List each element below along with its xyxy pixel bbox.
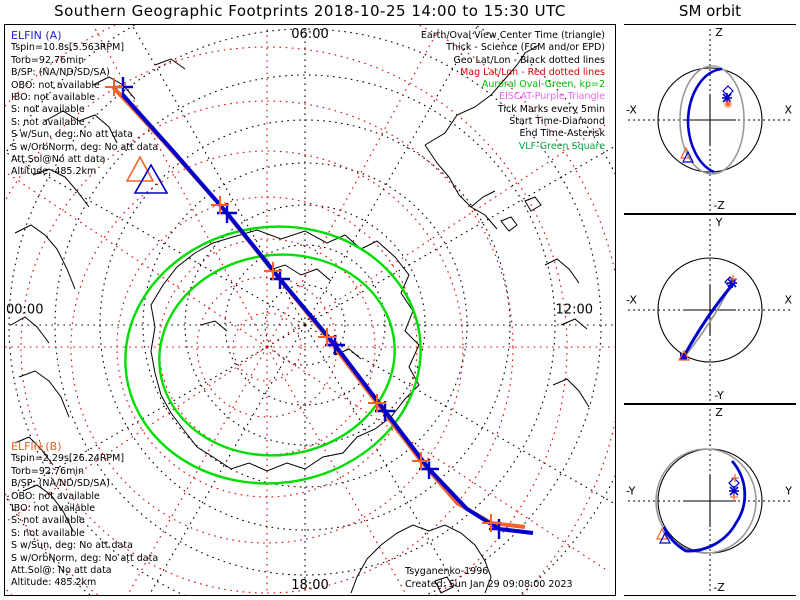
clock-label-left: 00:00 — [6, 302, 44, 318]
sm-orbit-column: Z -Z -X X — [624, 24, 796, 596]
sm-xy-axis-left: -X — [626, 293, 637, 307]
credits-block: Tsyganenko-1996 Created: Sun Jan 29 09:0… — [405, 566, 573, 591]
sm-xz-axis-left: -X — [626, 103, 637, 117]
elfin-b-line-10: Altitude: 485.2km — [11, 577, 97, 589]
sm-plot-xy — [628, 219, 792, 401]
elfin-a-line-10: Altitude: 485.2km — [11, 166, 97, 178]
created-timestamp: Created: Sun Jan 29 09:08:00 2023 — [405, 578, 573, 590]
elfin-b-line-5: S: not available — [11, 515, 85, 527]
sm-xz-markers — [680, 85, 734, 163]
elfin-b-line-2: B/SP: (NA/ND/SD/SA) — [11, 478, 110, 490]
coastline-outlines — [10, 44, 590, 594]
legend-item-2: Geo Lat/Lon - Black dotted lines — [453, 54, 605, 66]
elfin-a-line-8: S w/OrbNorm, deg: No att data — [11, 141, 159, 153]
elfin-a-info-panel: ELFIN (A) Tspin=10.8s[5.563RPM] Torb=92.… — [11, 29, 159, 179]
sm-yz-markers — [656, 474, 740, 544]
elfin-b-line-1: Torb=92.76min — [11, 465, 85, 477]
geographic-footprint-map[interactable]: 06:00 12:00 18:00 00:00 ELFIN (A) Tspin=… — [4, 24, 616, 596]
clock-label-bottom: 18:00 — [291, 578, 329, 593]
legend-item-5: EISCAT-Purple Triangle — [499, 91, 605, 103]
sm-panel-xz[interactable]: Z -Z -X X — [624, 24, 796, 214]
legend-item-9: VLF-Green Square — [518, 140, 605, 152]
sm-xy-axis-right: X — [784, 293, 792, 307]
legend-item-0: Earth/Oval View Center Time (triangle) — [420, 30, 605, 41]
elfin-a-line-6: S: not available — [11, 116, 85, 128]
elfin-b-line-3: OBO: not available — [11, 490, 100, 502]
legend-item-1: Thick - Science (FGM and/or EPD) — [446, 42, 605, 54]
sm-xy-axis-bottom: -Y — [714, 389, 724, 402]
elfin-b-line-0: Tspin=2.29s[26.24RPM] — [11, 453, 125, 465]
sm-plot-xz — [628, 29, 792, 211]
map-legend: Earth/Oval View Center Time (triangle) T… — [421, 30, 605, 153]
sm-yz-axis-right: Y — [785, 484, 792, 498]
sm-yz-axis-left: -Y — [626, 484, 636, 498]
elfin-b-info-panel: ELFIN (B) Tspin=2.29s[26.24RPM] Torb=92.… — [11, 440, 159, 590]
elfin-b-line-8: S w/OrbNorm, deg: No att data — [11, 552, 159, 564]
sm-orbit-title: SM orbit — [678, 2, 742, 20]
elfin-a-line-7: S w/Sun, deg: No att data — [11, 129, 133, 141]
view-center-triangles — [125, 155, 169, 194]
elfin-a-track — [121, 93, 534, 535]
sm-xy-axis-top: Y — [715, 216, 723, 229]
elfin-b-line-9: Att.Sol@: No att data — [11, 565, 112, 577]
elfin-b-line-4: IBO: not available — [11, 503, 96, 515]
model-name: Tsyganenko-1996 — [405, 566, 489, 578]
elfin-a-tick-marks — [113, 77, 509, 539]
legend-item-7: Start Time-Diamond — [509, 116, 605, 128]
elfin-a-line-0: Tspin=10.8s[5.563RPM] — [11, 42, 125, 54]
sm-xy-markers — [677, 275, 737, 361]
sm-plot-yz — [628, 409, 792, 593]
legend-item-8: End Time-Asterisk — [519, 128, 605, 140]
elfin-b-line-7: S w/Sun, deg: No att data — [11, 540, 133, 552]
legend-item-6: Tick Marks every 5min — [497, 103, 605, 115]
sm-xz-axis-top: Z — [715, 26, 723, 39]
elfin-a-line-3: OBO: not available — [11, 79, 100, 91]
sm-xz-axis-bottom: -Z — [713, 199, 725, 212]
map-canvas — [5, 25, 615, 595]
sm-xz-axis-right: X — [784, 103, 792, 117]
sm-panel-xy[interactable]: Y -Y -X X — [624, 214, 796, 404]
legend-item-3: Mag Lat/Lon - Red dotted lines — [460, 66, 605, 78]
elfin-a-line-9: Att.Sol@No att data — [11, 154, 106, 166]
sm-yz-axis-bottom: -Z — [713, 581, 725, 594]
page-title: Southern Geographic Footprints 2018-10-2… — [54, 2, 566, 20]
elfin-b-name: ELFIN (B) — [11, 440, 62, 453]
elfin-a-line-4: IBO: not available — [11, 92, 96, 104]
elfin-b-tick-marks — [105, 78, 500, 532]
elfin-a-line-2: B/SP: (NA/ND/SD/SA) — [11, 67, 110, 79]
elfin-a-line-1: Torb=92.76min — [11, 54, 85, 66]
clock-label-top: 06:00 — [291, 27, 329, 42]
clock-label-right: 12:00 — [555, 302, 593, 318]
elfin-b-line-6: S: not available — [11, 527, 85, 539]
elfin-a-line-5: S: not available — [11, 104, 85, 116]
sm-yz-axis-top: Z — [715, 406, 723, 419]
legend-item-4: Auroral Oval-Green, kp=2 — [481, 79, 605, 91]
sm-panel-yz[interactable]: Z -Z -Y Y — [624, 404, 796, 596]
elfin-a-name: ELFIN (A) — [11, 29, 62, 42]
